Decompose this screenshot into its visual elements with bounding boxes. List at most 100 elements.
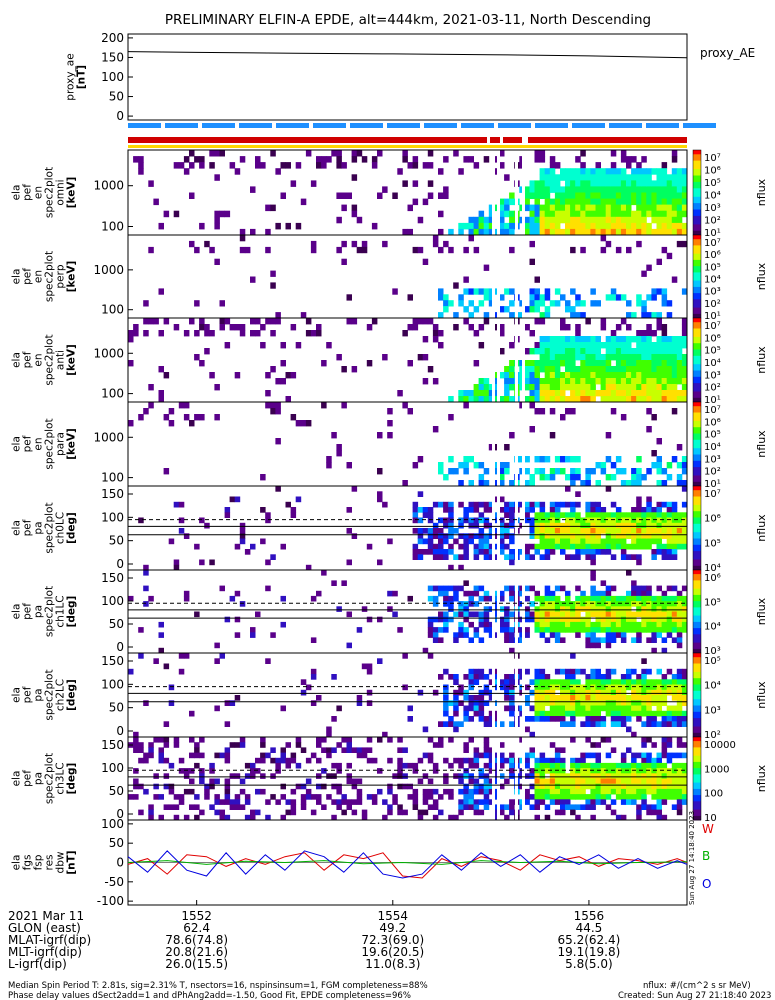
spectrogram-cell [158,647,164,654]
spectrogram-cell [646,512,652,518]
data-gap [492,653,495,737]
spectrogram-cell [570,773,576,779]
spectrogram-cell [570,783,576,790]
fgs-ylabel-3: res [44,854,56,870]
spectrogram-cell [681,773,688,779]
spectrogram-cell [427,549,434,555]
spectrogram-cell [631,468,637,475]
spectrogram-cell [580,668,586,675]
spectrogram-cell [676,799,683,805]
spectrogram-cell [544,228,551,236]
spectrogram-cell [504,507,510,513]
spectrogram-cell [387,408,393,415]
spectrogram-cell [534,378,540,385]
spectrogram-cell [570,705,576,712]
colorbar-tick: 10⁵ [704,262,721,273]
spectrogram-cell [234,616,241,623]
spectrogram-cell [356,788,363,795]
colorbar-segment [693,724,701,727]
spectrogram-cell [468,773,474,779]
spectrogram-cell [183,814,190,821]
spectrogram-cell [605,342,612,349]
spectrogram-cell [290,372,297,379]
spectrogram-cell [544,757,551,764]
spectrogram-cell [661,590,668,597]
spectrogram-cell [534,778,540,785]
spectrogram-cell [646,705,652,712]
spectrogram-ytick: 100 [101,677,124,691]
spectrogram-cell [641,180,647,187]
spectrogram-cell [554,695,561,701]
spectrogram-cell [412,762,419,769]
spectrogram-cell [280,543,286,550]
spectrogram-cell [509,762,515,769]
spectrogram-cell [255,768,261,774]
spectrogram-cell [646,378,652,385]
spectrogram-cell [432,336,439,343]
spectrogram-cell [595,684,601,691]
spectrogram-cell [631,621,637,628]
spectrogram-cell [173,794,180,800]
spectrogram-cell [539,366,546,373]
spectrogram-cell [676,390,683,397]
fgs-ylabel-4: dbw [55,851,67,873]
spectrogram-cell [493,517,500,524]
spectrogram-cell [539,674,546,680]
spectrogram-cell [666,705,673,712]
spectrogram-cell [183,168,190,175]
spectrogram-cell [549,408,556,415]
colorbar-segment [693,504,701,508]
spectrogram-2-ylabel-3: spec2plot [44,334,56,385]
spectrogram-cell [504,611,510,618]
spectrogram-cell [133,330,139,337]
spectrogram-cell [504,366,510,373]
ephemeris-value: 11.0(8.3) [365,957,420,971]
spectrogram-cell [214,210,220,218]
spectrogram-cell [681,716,688,722]
spectrogram-cell [610,679,617,685]
spectrogram-cell [524,360,530,367]
spectrogram-cell [641,773,647,779]
spectrogram-cell [610,204,617,212]
colorbar-segment [693,690,701,694]
spectrogram-cell [285,372,291,379]
colorbar-segment [693,362,701,365]
colorbar-segment [693,462,701,466]
spectrogram-cell [148,752,154,759]
spectrogram-cell [570,768,576,774]
spectrogram-cell [631,616,637,623]
spectrogram-cell [661,747,668,753]
spectrogram-cell [661,742,668,748]
spectrogram-cell [641,156,647,163]
spectrogram-cell [610,288,617,295]
spectrogram-cell [600,621,607,628]
spectrogram-cell [239,601,246,607]
spectrogram-cell [646,210,652,218]
spectrogram-cell [641,737,647,743]
colorbar-segment [693,194,701,198]
spectrogram-cell [189,420,195,427]
colorbar-segment [693,186,701,189]
spectrogram-cell [432,742,439,748]
spectrogram-cell [432,501,439,508]
spectrogram-cell [681,517,688,524]
spectrogram-cell [666,384,673,391]
spectrogram-cell [676,474,683,481]
spectrogram-cell [163,773,170,779]
colorbar-segment [693,399,701,403]
spectrogram-cell [310,330,317,337]
spectrogram-cell [148,180,154,187]
spectrogram-cell [534,616,540,623]
spectrogram-cell [600,637,607,643]
spectrogram-cell [427,804,434,810]
spectrogram-cell [636,788,642,795]
spectrogram-cell [641,762,647,769]
spectrogram-cell [626,747,632,753]
spectrogram-cell [529,773,535,779]
spectrogram-cell [539,517,546,524]
spectrogram-ytick: 100 [101,510,124,524]
spectrogram-cell [458,627,464,633]
spectrogram-cell [651,700,657,706]
spectrogram-cell [590,528,596,534]
